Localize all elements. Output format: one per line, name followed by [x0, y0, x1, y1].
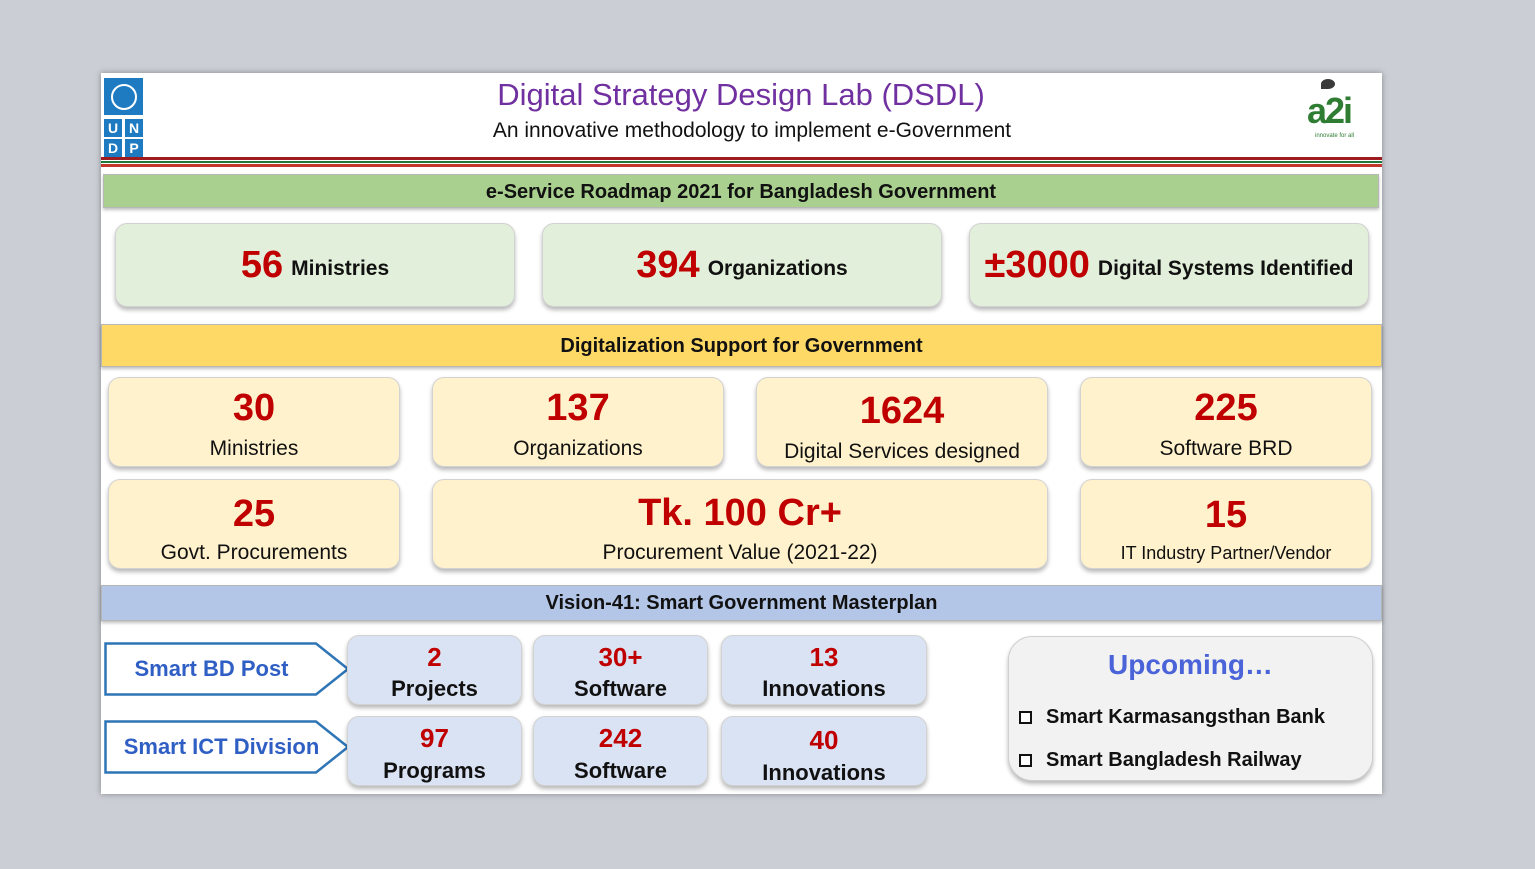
- upcoming-title: Upcoming…: [1108, 649, 1273, 680]
- ict-software-card: 242 Software: [533, 716, 708, 786]
- vision-label: Programs: [383, 758, 486, 783]
- vision-value: 97: [420, 723, 449, 753]
- vision-label: Software: [574, 676, 667, 701]
- support-value: 137: [546, 387, 610, 429]
- bd-post-projects-card: 2 Projects: [347, 635, 522, 705]
- support-bar: Digitalization Support for Government: [101, 324, 1382, 367]
- support-value: 15: [1204, 494, 1248, 536]
- upcoming-panel: Upcoming… Smart Karmasangsthan Bank Smar…: [1008, 636, 1373, 781]
- vision-value: 242: [598, 723, 643, 753]
- smart-ict-division-arrow: Smart ICT Division: [104, 720, 350, 774]
- support-value: 30: [232, 387, 276, 429]
- smart-bd-post-label: Smart BD Post: [134, 656, 289, 681]
- support-label: IT Industry Partner/Vendor: [1120, 543, 1332, 563]
- checkbox-icon: [1019, 753, 1032, 767]
- header-divider: [101, 157, 1382, 167]
- roadmap-value: 394: [636, 243, 700, 286]
- page-subtitle: An innovative methodology to implement e…: [492, 119, 1012, 142]
- support-card-digital-services: 1624 Digital Services designed: [756, 377, 1048, 467]
- vision-value: 13: [809, 642, 839, 672]
- roadmap-card-organizations: 394 Organizations: [542, 223, 942, 307]
- smart-bd-post-arrow: Smart BD Post: [104, 642, 350, 696]
- undp-letter-d: D: [104, 139, 122, 157]
- vision-value: 30+: [598, 642, 643, 672]
- roadmap-label: Digital Systems Identified: [1097, 257, 1354, 280]
- support-label: Procurement Value (2021-22): [602, 541, 878, 564]
- vision-label: Software: [574, 758, 667, 783]
- upcoming-item-label: Smart Bangladesh Railway: [1046, 748, 1302, 771]
- arrow-shape-icon: [104, 642, 350, 696]
- upcoming-item: Smart Karmasangsthan Bank: [1019, 704, 1325, 730]
- support-card-it-partners: 15 IT Industry Partner/Vendor: [1080, 479, 1372, 569]
- bd-post-innovations-card: 13 Innovations: [721, 635, 927, 705]
- ict-programs-card: 97 Programs: [347, 716, 522, 786]
- roadmap-value: 56: [240, 243, 284, 286]
- roadmap-bar: e-Service Roadmap 2021 for Bangladesh Go…: [103, 174, 1379, 208]
- undp-letter-u: U: [104, 119, 122, 137]
- undp-logo: U N D P: [104, 78, 143, 157]
- upcoming-item-label: Smart Karmasangsthan Bank: [1046, 705, 1325, 728]
- un-globe-icon: [104, 78, 143, 115]
- smart-ict-division-label: Smart ICT Division: [123, 734, 320, 759]
- support-value: 225: [1194, 387, 1258, 429]
- bird-icon: [1321, 79, 1335, 89]
- vision-label: Innovations: [762, 760, 886, 785]
- a2i-logo-text: a2i: [1307, 90, 1353, 131]
- undp-letter-p: P: [125, 139, 143, 157]
- support-card-ministries: 30 Ministries: [108, 377, 400, 467]
- vision-label: Projects: [391, 676, 478, 701]
- page-title: Digital Strategy Design Lab (DSDL): [497, 77, 985, 112]
- support-label: Organizations: [513, 437, 643, 460]
- support-label: Digital Services designed: [784, 440, 1020, 463]
- vision-value: 40: [809, 725, 839, 755]
- roadmap-card-ministries: 56 Ministries: [115, 223, 515, 307]
- support-label: Govt. Procurements: [160, 541, 348, 564]
- undp-letter-n: N: [125, 119, 143, 137]
- arrow-shape-icon: [104, 720, 350, 774]
- vision-label: Innovations: [762, 676, 886, 701]
- upcoming-item: Smart Bangladesh Railway: [1019, 747, 1302, 773]
- support-value: Tk. 100 Cr+: [638, 492, 842, 534]
- support-card-organizations: 137 Organizations: [432, 377, 724, 467]
- support-value: 25: [232, 493, 276, 535]
- roadmap-label: Ministries: [291, 257, 390, 280]
- support-label: Ministries: [209, 437, 299, 460]
- support-card-software-brd: 225 Software BRD: [1080, 377, 1372, 467]
- roadmap-value: ±3000: [984, 243, 1090, 286]
- support-card-procurement-value: Tk. 100 Cr+ Procurement Value (2021-22): [432, 479, 1048, 569]
- roadmap-card-digital-systems: ±3000 Digital Systems Identified: [969, 223, 1369, 307]
- vision-value: 2: [427, 642, 442, 672]
- bd-post-software-card: 30+ Software: [533, 635, 708, 705]
- vision-bar: Vision-41: Smart Government Masterplan: [101, 585, 1382, 621]
- support-card-procurements: 25 Govt. Procurements: [108, 479, 400, 569]
- a2i-logo: a2i innovate for all: [1305, 79, 1369, 141]
- checkbox-icon: [1019, 710, 1032, 724]
- a2i-tagline: innovate for all: [1315, 133, 1355, 139]
- support-label: Software BRD: [1159, 437, 1293, 460]
- ict-innovations-card: 40 Innovations: [721, 716, 927, 786]
- slide: U N D P Digital Strategy Design Lab (DSD…: [101, 73, 1382, 794]
- support-value: 1624: [859, 390, 945, 432]
- roadmap-label: Organizations: [707, 257, 848, 280]
